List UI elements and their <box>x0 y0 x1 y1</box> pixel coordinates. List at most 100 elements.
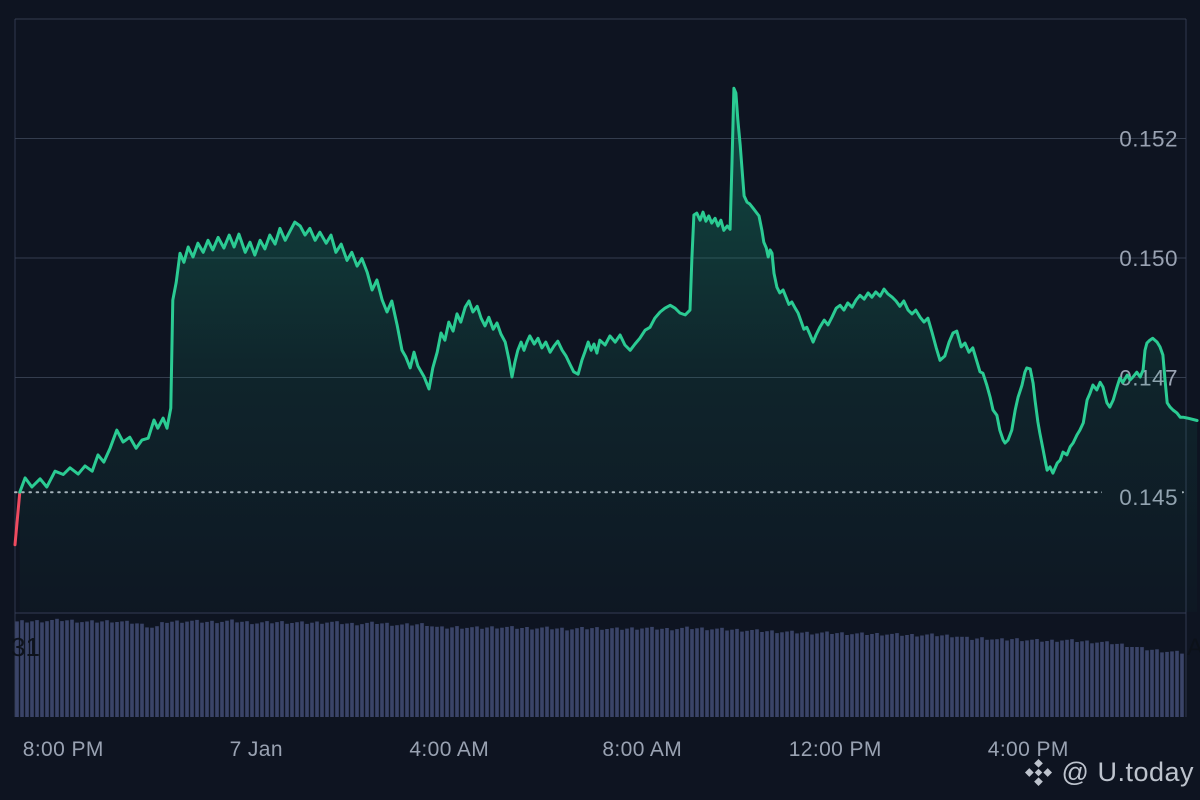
volume-bar <box>1005 640 1009 717</box>
volume-bar <box>1145 650 1149 717</box>
volume-bar <box>1130 647 1134 717</box>
volume-bar <box>330 621 334 717</box>
x-axis-label: 4:00 PM <box>988 738 1069 761</box>
volume-bar <box>270 623 274 717</box>
binance-logo-icon <box>1024 758 1052 787</box>
volume-bar <box>225 620 229 717</box>
volume-bar <box>430 626 434 717</box>
volume-bar <box>880 635 884 717</box>
volume-bar <box>380 623 384 717</box>
volume-bar <box>125 620 129 717</box>
volume-bar <box>1120 643 1124 717</box>
volume-bar <box>375 624 379 717</box>
volume-bar <box>1070 639 1074 717</box>
volume-bar <box>370 621 374 717</box>
volume-bar <box>335 621 339 717</box>
volume-bar <box>170 621 174 717</box>
volume-bar <box>340 624 344 717</box>
volume-bar <box>530 629 534 717</box>
volume-bar <box>1135 647 1139 717</box>
x-axis-label: 8:00 PM <box>23 738 104 761</box>
volume-bar <box>540 627 544 717</box>
volume-bar <box>275 622 279 717</box>
volume-bar <box>775 633 779 717</box>
volume-bar <box>305 623 309 717</box>
volume-bar <box>780 632 784 717</box>
volume-bar <box>220 621 224 717</box>
volume-bar <box>970 639 974 717</box>
volume-bar <box>875 633 879 717</box>
volume-bar <box>675 629 679 717</box>
volume-bar <box>860 632 864 717</box>
volume-bar <box>245 621 249 717</box>
volume-bar <box>745 630 749 717</box>
volume-bar <box>1085 640 1089 717</box>
volume-bar <box>580 627 584 717</box>
volume-bar <box>1065 639 1069 717</box>
volume-bar <box>510 626 514 717</box>
volume-bar <box>195 619 199 717</box>
volume-bar <box>520 628 524 717</box>
volume-bar <box>400 624 404 717</box>
volume-bar <box>925 634 929 717</box>
volume-bar <box>765 631 769 717</box>
volume-bar <box>650 626 654 717</box>
volume-bar <box>415 624 419 717</box>
volume-bar <box>250 624 254 717</box>
price-line <box>18 86 1199 494</box>
volume-bar <box>1040 641 1044 717</box>
volume-bar <box>810 634 814 717</box>
volume-bar <box>965 636 969 717</box>
volume-bar <box>515 628 519 717</box>
volume-bar <box>610 628 614 717</box>
volume-bar <box>645 627 649 717</box>
volume-bar <box>885 634 889 717</box>
volume-bar <box>905 635 909 717</box>
volume-bar <box>1015 638 1019 717</box>
volume-bar <box>410 625 414 717</box>
volume-bar <box>120 621 124 717</box>
volume-bar <box>280 621 284 717</box>
volume-bar <box>845 635 849 717</box>
volume-bar <box>705 630 709 717</box>
volume-bar <box>670 630 674 717</box>
volume-bar <box>565 630 569 717</box>
volume-bar <box>495 628 499 717</box>
volume-bar <box>435 626 439 717</box>
volume-bar <box>730 629 734 717</box>
watermark-text: @ U.today <box>1061 757 1194 787</box>
volume-bar <box>55 618 59 717</box>
volume-bar <box>1030 639 1034 717</box>
volume-bar <box>1100 641 1104 717</box>
volume-bar <box>1105 641 1109 717</box>
volume-bar <box>1050 639 1054 717</box>
volume-bar <box>205 621 209 717</box>
volume-bar <box>955 636 959 717</box>
volume-bar <box>985 639 989 717</box>
volume-bar <box>190 620 194 717</box>
volume-bar <box>1035 639 1039 717</box>
volume-bar <box>1080 641 1084 717</box>
volume-bar <box>210 620 214 717</box>
volume-bar <box>805 631 809 717</box>
volume-bar <box>895 633 899 717</box>
volume-bar <box>535 628 539 717</box>
volume-bar <box>405 623 409 717</box>
volume-bar <box>935 636 939 717</box>
volume-right-clipped-label: A <box>1187 634 1200 661</box>
volume-bar <box>625 628 629 717</box>
volume-bar <box>80 622 84 717</box>
volume-bar <box>105 620 109 717</box>
volume-bar <box>60 621 64 717</box>
volume-bar <box>290 623 294 717</box>
volume-bar <box>620 629 624 717</box>
volume-bar <box>360 624 364 717</box>
volume-bar <box>555 628 559 717</box>
volume-bar <box>1020 641 1024 717</box>
watermark: @ U.today <box>1024 757 1194 788</box>
volume-bar <box>485 627 489 717</box>
volume-bar <box>735 628 739 717</box>
volume-bar <box>70 619 74 717</box>
volume-bar <box>50 620 54 717</box>
